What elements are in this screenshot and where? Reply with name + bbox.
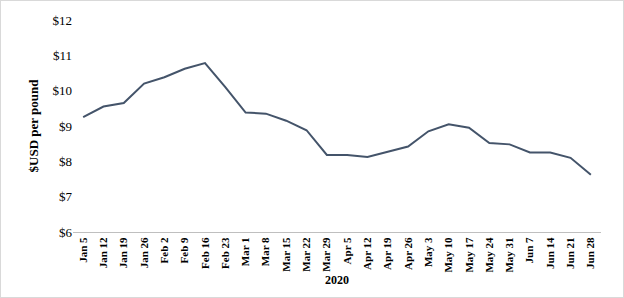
svg-text:Jun 28: Jun 28 <box>584 237 596 269</box>
svg-text:May 31: May 31 <box>503 237 515 272</box>
svg-text:Jan 12: Jan 12 <box>97 237 109 268</box>
svg-text:$8: $8 <box>59 154 72 169</box>
svg-text:Jun 14: Jun 14 <box>544 237 556 269</box>
svg-text:Jun 7: Jun 7 <box>523 237 535 263</box>
svg-text:Apr 26: Apr 26 <box>402 237 414 270</box>
svg-text:$USD per pound: $USD per pound <box>26 79 41 173</box>
svg-text:Apr 5: Apr 5 <box>341 237 353 264</box>
svg-text:$10: $10 <box>53 83 73 98</box>
svg-text:$6: $6 <box>59 225 73 240</box>
svg-text:Mar 29: Mar 29 <box>320 237 332 272</box>
svg-text:Feb 9: Feb 9 <box>178 237 190 263</box>
svg-text:Jan 5: Jan 5 <box>77 237 89 263</box>
svg-text:$12: $12 <box>53 13 73 28</box>
svg-text:$9: $9 <box>59 119 72 134</box>
svg-text:Mar 22: Mar 22 <box>300 237 312 272</box>
svg-text:Jan 19: Jan 19 <box>117 237 129 268</box>
svg-text:Apr 19: Apr 19 <box>381 237 393 270</box>
svg-text:Jun 21: Jun 21 <box>564 237 576 269</box>
svg-text:Apr 12: Apr 12 <box>361 237 373 270</box>
svg-text:Jan 26: Jan 26 <box>138 237 150 268</box>
svg-text:$7: $7 <box>59 189 73 204</box>
svg-text:2020: 2020 <box>325 273 349 287</box>
svg-text:Feb 16: Feb 16 <box>199 237 211 269</box>
svg-text:$11: $11 <box>53 48 72 63</box>
svg-text:Feb 2: Feb 2 <box>158 237 170 263</box>
svg-text:May 10: May 10 <box>442 237 454 273</box>
svg-text:May 3: May 3 <box>422 237 434 267</box>
svg-text:Mar 15: Mar 15 <box>280 237 292 272</box>
svg-text:May 24: May 24 <box>483 237 495 273</box>
svg-text:Mar 1: Mar 1 <box>239 237 251 266</box>
svg-text:May 17: May 17 <box>463 237 475 273</box>
svg-text:Feb 23: Feb 23 <box>219 237 231 269</box>
svg-text:Mar 8: Mar 8 <box>259 237 271 266</box>
